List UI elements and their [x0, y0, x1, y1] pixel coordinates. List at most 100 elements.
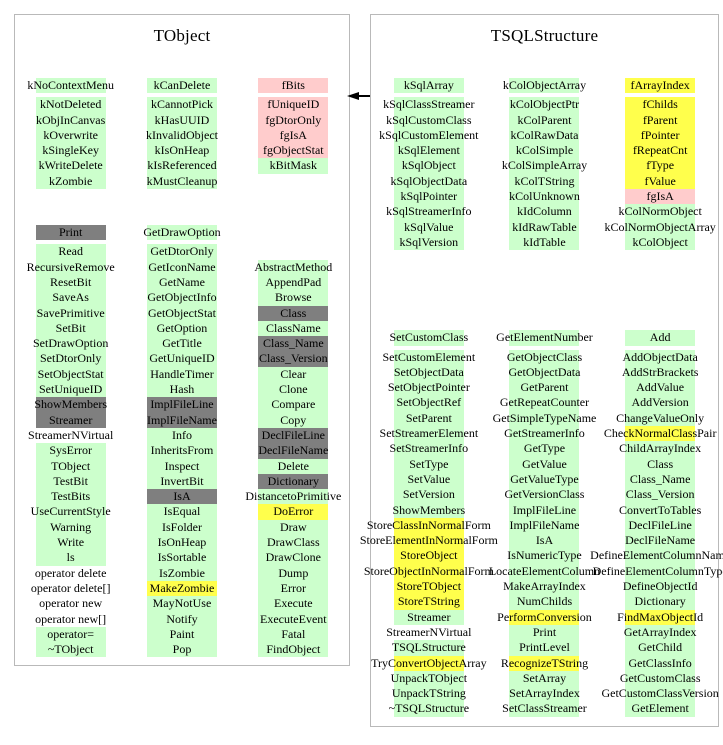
member-highlight: fValue [625, 173, 696, 190]
member-cell: kSqlCustomElement [371, 127, 487, 144]
member-name: StreamerNVirtual [386, 624, 472, 639]
member-name: InvertBit [160, 473, 204, 488]
member-row: UnpackTString SetArrayIndex GetCustomClass… [371, 686, 719, 702]
member-name: GetDtorOnly [150, 244, 214, 259]
member-cell: kSqlElement [371, 143, 487, 159]
member-cell: DeclFileLine [602, 517, 718, 534]
member-highlight: StoreTString [393, 594, 464, 610]
member-highlight: DeclFileLine [625, 517, 696, 534]
member-highlight: AppendPad [258, 274, 329, 291]
member-highlight: Fatal [258, 626, 329, 643]
member-cell: IsA [126, 489, 237, 505]
member-name: DefineElementColumnName [590, 548, 723, 563]
member-highlight: ImplFileLine [509, 502, 580, 518]
member-name: GetArrayIndex [623, 624, 697, 639]
member-name: kWriteDelete [38, 158, 103, 173]
member-cell: Clear [238, 366, 349, 383]
member-highlight: kColParent [509, 112, 580, 128]
member-name: IsEqual [163, 504, 201, 519]
member-cell: GetValueType [487, 471, 603, 488]
member-cell: Compare [238, 397, 349, 413]
member-name: kSqlPointer [400, 189, 458, 204]
member-name: Delete [277, 458, 309, 473]
member-row: kSqlCustomClass kColParent fParent [371, 112, 718, 128]
member-row: SetValue GetValueType Class_Name [371, 471, 718, 488]
member-highlight: GetDtorOnly [146, 244, 217, 260]
member-cell: kColSimple [487, 143, 603, 159]
member-name: GetRepeatCounter [499, 395, 590, 410]
member-cell: UnpackTObject [371, 670, 487, 687]
member-name: ImplFileName [509, 517, 580, 532]
member-cell: TestBits [15, 489, 126, 505]
member-name: kColObjectPtr [509, 97, 580, 112]
member-highlight: GetStreamerInfo [504, 426, 585, 442]
member-highlight: Browse [258, 290, 329, 306]
member-name: kSqlObject [401, 158, 456, 173]
member-cell: fRepeatCnt [602, 143, 718, 159]
member-cell: Warning [15, 519, 126, 536]
member-highlight: ImplFileName [509, 517, 580, 534]
member-highlight: operator new [36, 596, 106, 611]
member-name: SetParent [405, 410, 452, 425]
member-name: AddValue [636, 380, 685, 395]
member-row: StreamerNVirtual Print GetArrayIndex [371, 624, 718, 641]
member-cell: StoreObjectInNormalForm [364, 563, 494, 580]
member-row: StoreClassInNormalForm ImplFileName DeclFi… [367, 517, 718, 534]
member-cell: Pop [126, 642, 237, 658]
member-name: operator delete [34, 565, 107, 580]
member-name: StoreObjectInNormalForm [363, 563, 494, 578]
member-cell: SetParent [371, 410, 487, 427]
member-name: Error [280, 580, 306, 595]
member-highlight: StoreObject [393, 548, 464, 564]
member-highlight: ShowMembers [34, 397, 107, 413]
member-cell: LocateElementColumn [487, 563, 603, 580]
member-highlight: SysError [35, 443, 106, 459]
member-highlight: fgDtorOnly [258, 112, 329, 128]
member-cell: Clone [238, 382, 349, 398]
member-highlight: ClassName [258, 320, 329, 337]
member-cell [238, 225, 349, 240]
member-name: SetCustomElement [382, 349, 476, 364]
member-highlight: InheritsFrom [146, 443, 217, 459]
member-name: kHasUUID [154, 112, 210, 127]
member-name: GetObjectClass [506, 349, 583, 364]
member-row: SetVersion GetVersionClass Class_Version [371, 487, 718, 503]
member-cell: GetVersionClass [487, 487, 603, 503]
member-name: ChildArrayIndex [619, 441, 702, 456]
member-cell: Streamer [371, 609, 487, 625]
member-highlight: GetRepeatCounter [500, 395, 589, 411]
member-highlight: kSqlArray [393, 78, 464, 94]
member-name: SetVersion [402, 487, 455, 502]
member-highlight: GetIconName [146, 259, 217, 275]
member-highlight: StreamerNVirtual [386, 625, 471, 640]
member-highlight: DefineElementColumnType [593, 563, 723, 580]
member-row: kZombie kMustCleanup [15, 173, 349, 190]
member-highlight: StoreTObject [393, 579, 464, 595]
member-name: kColSimpleArray [501, 158, 588, 173]
member-cell: SaveAs [15, 290, 126, 306]
member-name: SetObjectPointer [387, 380, 470, 395]
member-highlight: kSqlValue [393, 219, 464, 235]
member-row: kSqlObject kColSimpleArray fType [371, 158, 718, 174]
member-row: kSqlPointer kColUnknown fgIsA [371, 189, 718, 205]
member-highlight: TryConvertObjectArray [371, 655, 487, 671]
member-highlight: IsA [146, 489, 217, 505]
member-highlight: Paint [146, 626, 217, 643]
member-highlight: LocateElementColumn [489, 563, 600, 580]
member-name: GetChild [638, 640, 683, 655]
member-cell: GetElement [602, 701, 718, 717]
member-cell: Inspect [126, 458, 237, 474]
member-cell: TSQLStructure [371, 640, 487, 656]
member-name: Class [647, 456, 674, 471]
member-name: GetValue [522, 456, 567, 471]
member-cell: IsEqual [126, 504, 237, 520]
member-highlight: fUniqueID [258, 97, 329, 113]
member-row: UseCurrentStyle IsEqual DoError [15, 504, 349, 520]
member-highlight: Print [509, 624, 580, 641]
member-highlight: DeclFileLine [258, 427, 329, 444]
member-name: TObject [51, 458, 91, 473]
member-name: ~TObject [47, 642, 94, 657]
member-name: TestBits [51, 489, 91, 504]
member-highlight: kColObject [625, 234, 696, 251]
member-highlight: operator delete[] [31, 581, 111, 596]
